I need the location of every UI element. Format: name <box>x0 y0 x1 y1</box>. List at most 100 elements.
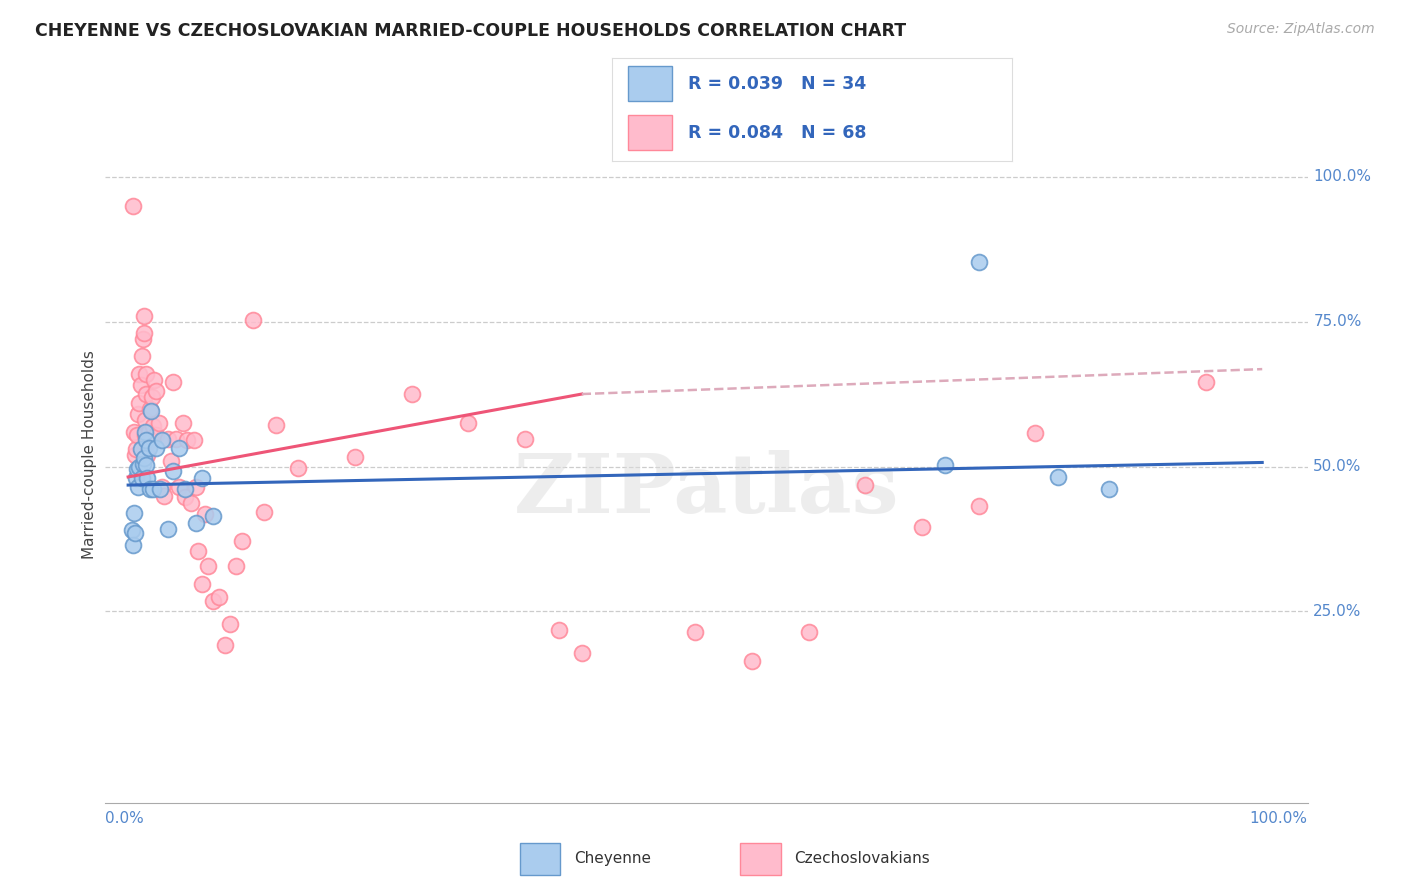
Point <box>191 576 214 591</box>
Point <box>153 489 176 503</box>
Point <box>139 434 162 448</box>
Point <box>513 432 536 446</box>
Text: 100.0%: 100.0% <box>1250 812 1308 827</box>
Point <box>132 309 155 323</box>
Y-axis label: Married-couple Households: Married-couple Households <box>82 351 97 559</box>
Text: ZIPatlas: ZIPatlas <box>513 450 900 530</box>
Point <box>143 373 166 387</box>
Point <box>149 482 172 496</box>
Point <box>156 522 179 536</box>
Point <box>148 416 170 430</box>
Point <box>139 404 162 418</box>
Point <box>134 413 156 427</box>
Text: CHEYENNE VS CZECHOSLOVAKIAN MARRIED-COUPLE HOUSEHOLDS CORRELATION CHART: CHEYENNE VS CZECHOSLOVAKIAN MARRIED-COUP… <box>35 22 907 40</box>
Point <box>967 499 990 513</box>
Point <box>202 508 225 523</box>
Point <box>127 407 149 422</box>
Point <box>183 434 205 448</box>
Point <box>150 480 173 494</box>
Point <box>1194 376 1216 390</box>
Point <box>242 313 264 327</box>
Point <box>124 526 146 541</box>
Point <box>160 453 183 467</box>
Point <box>172 416 194 430</box>
Point <box>911 520 934 534</box>
Point <box>571 646 593 660</box>
Point <box>853 478 876 492</box>
Point <box>231 533 253 548</box>
Point <box>142 482 165 496</box>
Point <box>145 384 167 398</box>
Point <box>132 332 155 346</box>
Point <box>167 480 190 494</box>
Point <box>197 559 219 574</box>
Point <box>132 450 155 465</box>
Bar <box>627 115 672 150</box>
Point <box>934 458 956 473</box>
Point <box>156 432 179 446</box>
Point <box>194 507 217 521</box>
Text: Cheyenne: Cheyenne <box>574 851 651 866</box>
Point <box>128 396 150 410</box>
Point <box>225 559 247 574</box>
Point <box>135 434 157 448</box>
Point <box>150 434 173 448</box>
Point <box>162 464 184 478</box>
Point <box>219 617 242 632</box>
Point <box>122 425 145 439</box>
Point <box>125 471 148 485</box>
Point <box>132 457 155 471</box>
Text: Source: ZipAtlas.com: Source: ZipAtlas.com <box>1227 22 1375 37</box>
Point <box>131 350 153 364</box>
Point <box>134 425 156 439</box>
Point <box>141 390 163 404</box>
Point <box>132 326 155 341</box>
Point <box>121 538 143 552</box>
Point <box>127 427 149 442</box>
Point <box>129 378 152 392</box>
Point <box>214 638 236 652</box>
Point <box>401 387 423 401</box>
Point <box>125 442 148 457</box>
Bar <box>740 843 780 875</box>
Point <box>145 441 167 455</box>
Point <box>138 482 160 496</box>
Point <box>167 441 190 455</box>
Point <box>179 496 201 510</box>
Point <box>165 432 187 446</box>
Point <box>253 505 276 519</box>
Point <box>135 458 157 473</box>
Point <box>967 255 990 269</box>
Bar <box>627 66 672 101</box>
Point <box>191 471 214 485</box>
Point <box>138 401 160 416</box>
Point <box>121 199 143 213</box>
Point <box>136 448 159 462</box>
Point <box>1047 470 1070 484</box>
Point <box>135 367 157 381</box>
Point <box>127 462 149 476</box>
Text: 25.0%: 25.0% <box>1313 604 1361 619</box>
Point <box>122 506 145 520</box>
Point <box>741 654 763 668</box>
Bar <box>520 843 560 875</box>
Point <box>128 367 150 381</box>
Text: 100.0%: 100.0% <box>1313 169 1371 184</box>
Point <box>162 376 184 390</box>
Point <box>173 490 195 504</box>
Point <box>138 441 160 455</box>
Point <box>208 590 231 604</box>
Text: 75.0%: 75.0% <box>1313 314 1361 329</box>
Point <box>683 624 706 639</box>
Point <box>187 543 209 558</box>
Text: 0.0%: 0.0% <box>105 812 145 827</box>
Text: 50.0%: 50.0% <box>1313 459 1361 474</box>
Point <box>186 480 208 494</box>
Point <box>129 442 152 457</box>
Point <box>145 427 167 442</box>
Point <box>264 417 287 432</box>
Point <box>1098 482 1121 496</box>
Point <box>343 450 366 464</box>
Text: R = 0.084   N = 68: R = 0.084 N = 68 <box>688 124 866 142</box>
Point <box>1024 425 1046 440</box>
